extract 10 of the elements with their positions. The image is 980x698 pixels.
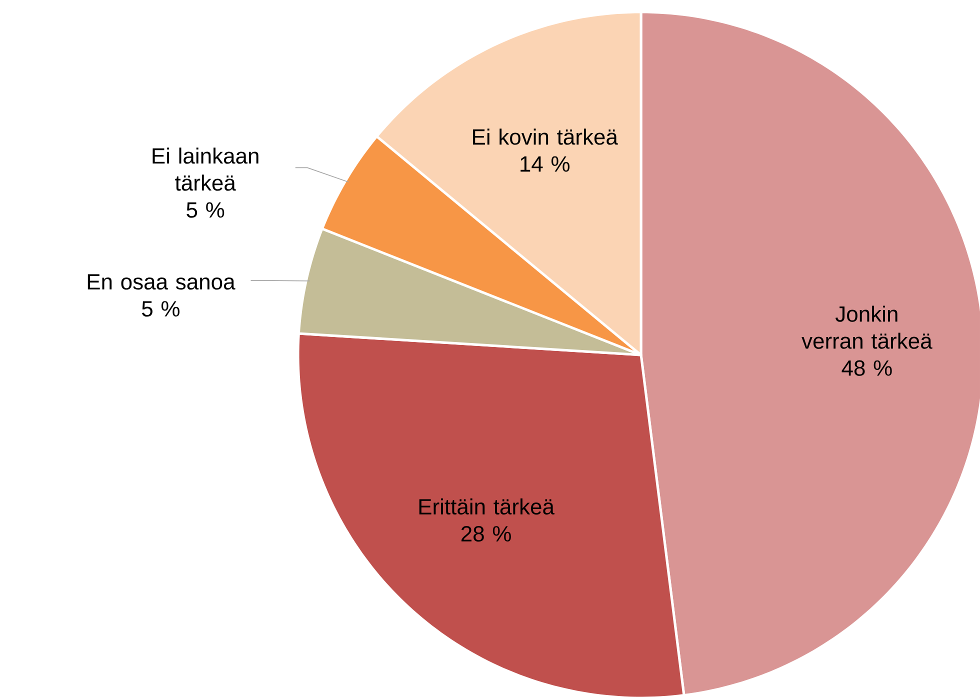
data-label: 28 % <box>461 526 511 542</box>
data-label: 48 % <box>842 360 892 376</box>
data-label: 14 % <box>520 156 570 172</box>
slice-label: Ei kovin tärkeä <box>473 128 618 145</box>
data-label: 5 % <box>142 301 180 317</box>
slice-label: Jonkin verran tärkeä <box>802 306 932 349</box>
slice-label: En osaa sanoa <box>88 274 236 290</box>
data-label: 5 % <box>186 202 224 218</box>
slice-label: Erittäin tärkeä <box>419 498 554 515</box>
slice-label: Ei lainkaan tärkeä <box>152 148 258 191</box>
